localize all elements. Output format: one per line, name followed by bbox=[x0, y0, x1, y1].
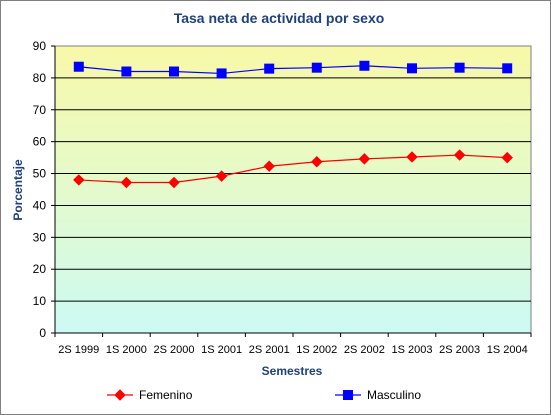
data-point-masculino bbox=[264, 63, 275, 74]
legend-item-femenino: Femenino bbox=[107, 388, 193, 402]
legend-label: Femenino bbox=[139, 388, 193, 402]
data-point-femenino bbox=[168, 176, 180, 189]
data-point-masculino bbox=[359, 60, 370, 71]
y-tick-label: 10 bbox=[33, 294, 47, 308]
x-tick-label: 1S 2004 bbox=[487, 344, 528, 356]
series-line-femenino bbox=[78, 154, 508, 184]
data-point-masculino bbox=[454, 62, 465, 73]
data-point-femenino bbox=[73, 174, 85, 186]
x-tick-label: 2S 2002 bbox=[344, 344, 385, 356]
data-point-masculino bbox=[73, 61, 84, 72]
data-point-masculino bbox=[502, 63, 513, 74]
x-tick-label: 2S 2000 bbox=[154, 344, 195, 356]
series-line-masculino bbox=[78, 65, 508, 75]
y-tick-label: 60 bbox=[33, 135, 47, 149]
legend: Femenino Masculino bbox=[107, 388, 421, 402]
x-tick-label: 1S 2001 bbox=[201, 344, 242, 356]
chart-title: Tasa neta de actividad por sexo bbox=[174, 10, 385, 26]
data-point-femenino bbox=[406, 151, 418, 163]
x-axis-title: Semestres bbox=[262, 364, 323, 378]
data-point-femenino bbox=[501, 151, 513, 164]
data-point-masculino bbox=[407, 63, 417, 74]
y-tick-label: 70 bbox=[33, 103, 47, 117]
y-tick-label: 50 bbox=[33, 167, 47, 181]
x-tick-label: 1S 2000 bbox=[106, 344, 147, 356]
legend-label: Masculino bbox=[367, 388, 421, 402]
data-point-femenino bbox=[263, 160, 275, 172]
x-tick-label: 2S 2003 bbox=[439, 344, 480, 356]
data-point-femenino bbox=[453, 149, 466, 161]
data-point-masculino bbox=[311, 62, 322, 73]
series-femenino bbox=[73, 149, 513, 189]
data-point-masculino bbox=[121, 66, 132, 77]
plot-area bbox=[54, 45, 532, 334]
data-point-masculino bbox=[216, 68, 227, 79]
y-axis-title: Porcentaje bbox=[11, 159, 25, 221]
data-point-femenino bbox=[358, 153, 371, 165]
x-tick-label: 2S 2001 bbox=[249, 344, 290, 356]
y-tick-label: 30 bbox=[33, 230, 47, 244]
y-tick-label: 0 bbox=[39, 326, 46, 340]
legend-marker-femenino bbox=[114, 389, 126, 401]
y-tick-label: 40 bbox=[33, 198, 47, 212]
data-point-masculino bbox=[169, 66, 179, 77]
legend-item-masculino: Masculino bbox=[335, 388, 421, 402]
y-tick-label: 90 bbox=[33, 39, 47, 53]
data-point-femenino bbox=[120, 176, 133, 189]
series-masculino bbox=[73, 60, 513, 79]
x-tick-label: 1S 2003 bbox=[392, 344, 433, 356]
data-point-femenino bbox=[215, 170, 228, 182]
y-tick-label: 20 bbox=[33, 262, 47, 276]
x-tick-label: 1S 2002 bbox=[296, 344, 337, 356]
legend-marker-masculino bbox=[343, 390, 353, 400]
x-tick-label: 2S 1999 bbox=[58, 344, 99, 356]
y-tick-label: 80 bbox=[33, 71, 47, 85]
data-point-femenino bbox=[311, 156, 323, 168]
